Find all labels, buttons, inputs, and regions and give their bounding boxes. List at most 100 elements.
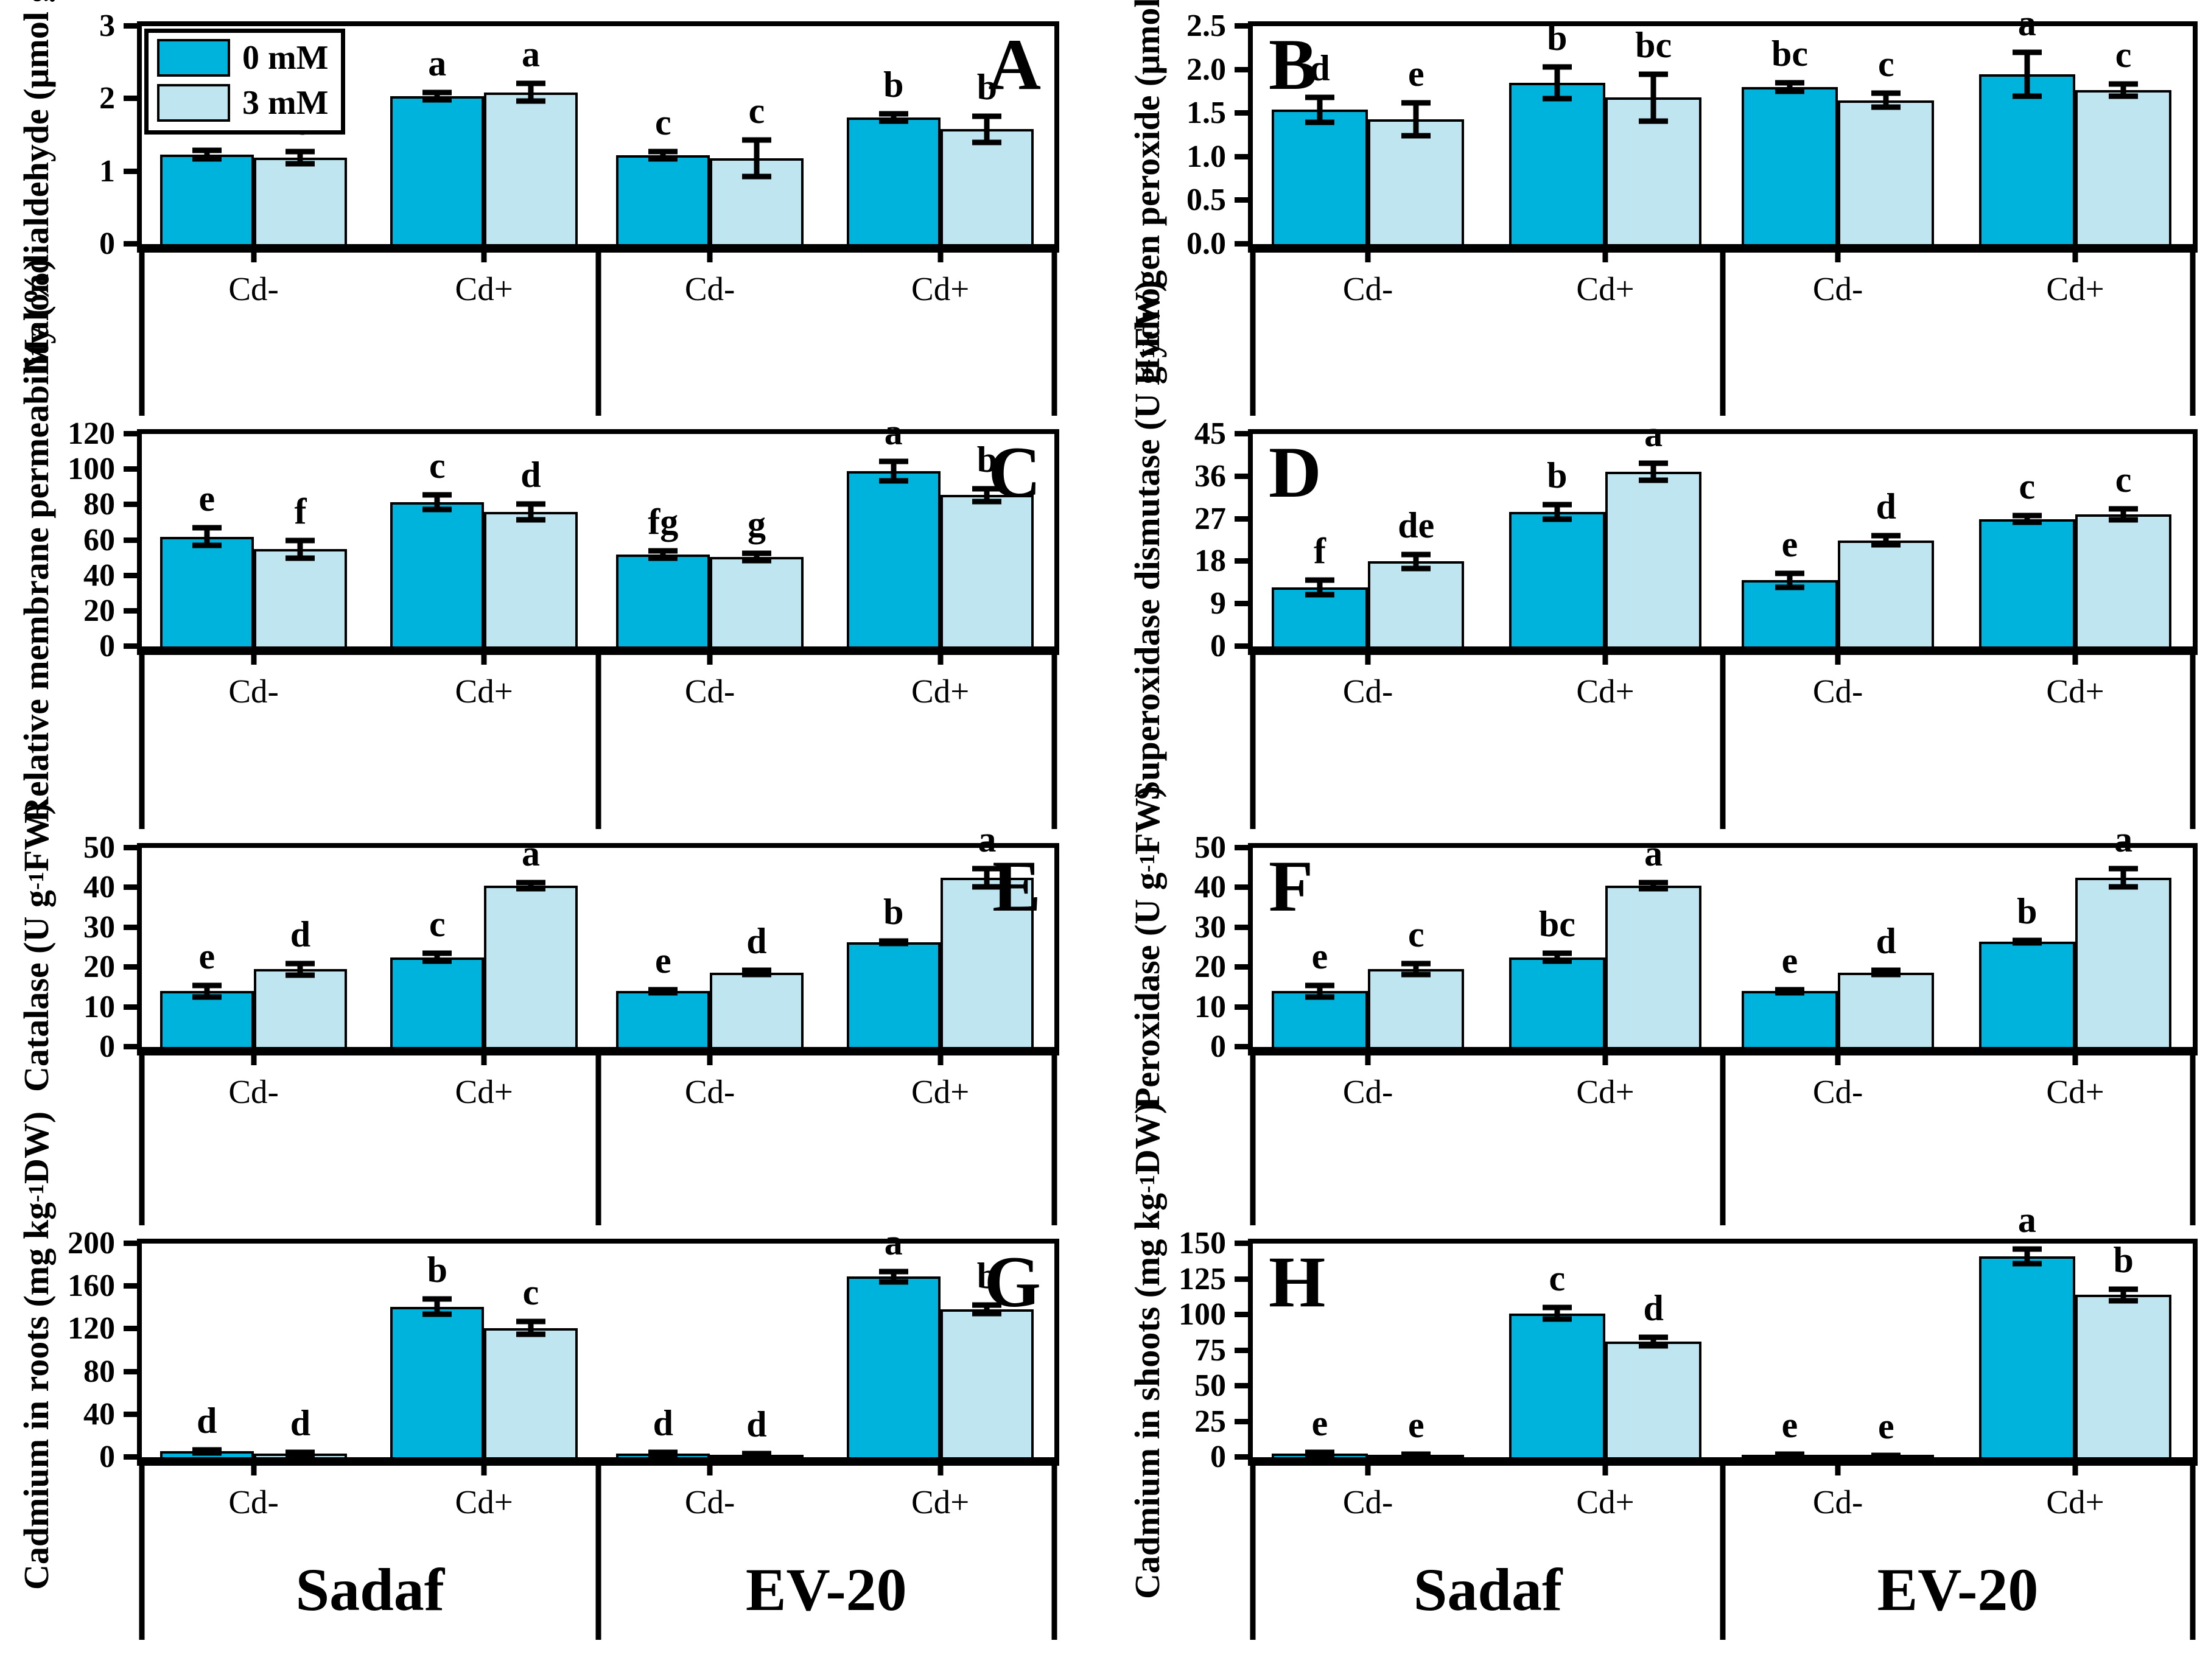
error-bar-cap [516, 98, 545, 104]
y-tick-mark [124, 884, 142, 891]
y-tick-label: 120 [68, 416, 115, 451]
error-bar-cap [741, 550, 771, 556]
error-bar-cap [1305, 1449, 1334, 1455]
error-bar-cap [878, 458, 908, 464]
error-bar-cap [1871, 1452, 1901, 1458]
significance-letter: d [197, 1400, 217, 1441]
y-tick-label: 18 [1194, 544, 1226, 579]
significance-letter: e [1877, 1406, 1894, 1447]
y-tick-label: 10 [83, 989, 115, 1024]
bar-Sadaf-Cd--3mM [1368, 968, 1465, 1047]
significance-letter: a [884, 412, 903, 453]
x-group-tick [251, 1457, 257, 1475]
error-bar-cap [516, 517, 545, 523]
significance-letter: a [2017, 2, 2036, 43]
x-group-tick [1602, 1457, 1608, 1475]
bar-Sadaf-Cd--3mM [253, 158, 348, 244]
x-group-tick [1365, 1457, 1371, 1475]
bar-Sadaf-Cd+-3mM [484, 1328, 578, 1457]
error-bar [754, 553, 760, 561]
error-bar [297, 540, 303, 558]
error-bar [434, 1299, 440, 1314]
error-bar-cap [1542, 950, 1572, 956]
bar-EV-20-Cd+-3mM [940, 1309, 1034, 1457]
error-bar-cap [422, 506, 452, 513]
significance-letter: d [290, 1403, 311, 1444]
error-bar [984, 116, 990, 142]
y-tick-label: 10 [1194, 989, 1226, 1024]
y-tick-mark [124, 572, 142, 578]
error-bar [1317, 580, 1323, 595]
panel-E-y-axis-title: Catalase (U g -1 FW) [16, 803, 56, 1092]
x-group-tick [481, 646, 487, 665]
error-bar [434, 92, 440, 100]
panel-letter-A: A [988, 24, 1041, 105]
error-bar-cap [516, 80, 545, 86]
x-group-label: Cd+ [2046, 270, 2104, 307]
x-group-label: Cd- [1342, 1073, 1393, 1110]
error-bar-cap [878, 938, 908, 944]
significance-letter: b [883, 65, 904, 105]
significance-letter: e [1407, 54, 1424, 94]
bar-Sadaf-Cd--3mM [253, 969, 348, 1047]
panel-edge-extension [1250, 1457, 1256, 1640]
y-tick-label: 3 [99, 9, 115, 43]
significance-letter: e [1407, 1404, 1424, 1445]
error-bar-cap [2109, 517, 2139, 523]
significance-letter: d [1309, 48, 1330, 89]
error-bar-cap [1305, 119, 1334, 125]
x-group-label: Cd- [228, 1483, 279, 1521]
panel-edge-extension [139, 1047, 145, 1225]
bar-EV-20-Cd--0mM [1741, 87, 1838, 244]
cultivar-divider-line [1720, 1047, 1726, 1225]
bar-Sadaf-Cd+-0mM [390, 502, 485, 646]
bar-EV-20-Cd--3mM [1838, 972, 1935, 1047]
bar-Sadaf-Cd+-0mM [390, 96, 485, 244]
legend-swatch-3-mM [157, 84, 230, 122]
error-bar [1883, 93, 1889, 108]
error-bar-cap [1775, 80, 1804, 86]
bar-Sadaf-Cd--0mM [159, 155, 254, 244]
x-group-tick [2072, 1047, 2078, 1065]
y-tick-mark [1235, 110, 1253, 116]
error-bar [984, 489, 990, 502]
panel-letter-E: E [992, 845, 1041, 926]
panel-G-y-axis-title: Cadmium in roots (mg kg -1 DW) [16, 1111, 56, 1590]
error-bar-cap [2109, 1298, 2139, 1304]
error-bar-cap [1401, 961, 1431, 967]
bar-Sadaf-Cd+-0mM [1508, 1313, 1605, 1457]
cultivar-label-Sadaf: Sadaf [295, 1556, 445, 1623]
y-tick-label: 125 [1179, 1261, 1226, 1297]
error-bar [434, 953, 440, 962]
y-tick-mark [124, 23, 142, 29]
bar-EV-20-Cd--0mM [616, 155, 710, 244]
error-bar [297, 964, 303, 975]
error-bar-cap [2012, 1246, 2042, 1252]
error-bar-cap [192, 147, 222, 153]
bar-Sadaf-Cd--0mM [1271, 587, 1368, 646]
y-tick-mark [124, 924, 142, 930]
significance-letter: c [429, 904, 446, 945]
y-tick-label: 25 [1194, 1404, 1226, 1439]
error-bar [528, 1321, 534, 1335]
significance-letter: c [2115, 34, 2132, 75]
error-bar-cap [422, 1311, 452, 1317]
bar-EV-20-Cd+-0mM [846, 117, 941, 244]
error-bar [660, 550, 666, 558]
x-group-tick [937, 244, 944, 262]
error-bar-cap [192, 156, 222, 162]
error-bar [984, 1304, 990, 1314]
error-bar-cap [878, 118, 908, 124]
x-group-tick [1835, 244, 1841, 262]
x-group-label: Cd+ [455, 1073, 513, 1110]
error-bar-cap [286, 149, 315, 155]
x-group-tick [1835, 1047, 1841, 1065]
x-group-label: Cd+ [1576, 673, 1635, 710]
significance-letter: e [1781, 523, 1798, 564]
error-bar-cap [422, 1296, 452, 1302]
cultivar-divider-line [595, 646, 601, 829]
x-group-tick [481, 1457, 487, 1475]
bar-EV-20-Cd+-0mM [1978, 1256, 2075, 1457]
significance-letter: a [978, 819, 997, 860]
panel-edge-extension [2190, 1047, 2196, 1225]
